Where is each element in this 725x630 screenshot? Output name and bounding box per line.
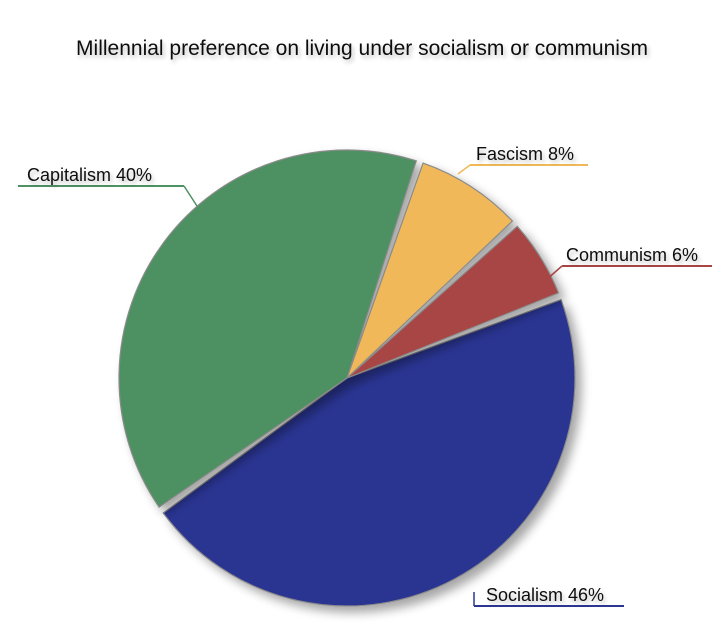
leader-line-capitalism xyxy=(183,185,198,207)
label-group-fascism: Fascism 8% xyxy=(457,144,588,175)
label-group-communism: Communism 6% xyxy=(545,245,712,281)
slice-label-fascism: Fascism 8% xyxy=(476,144,574,164)
pie-slice-communism xyxy=(346,225,560,379)
slice-label-capitalism: Capitalism 40% xyxy=(27,165,152,185)
label-group-capitalism: Capitalism 40% xyxy=(18,165,198,207)
slice-label-socialism: Socialism 46% xyxy=(486,585,604,605)
chart-title: Millennial preference on living under so… xyxy=(76,37,648,60)
leader-line-communism xyxy=(545,265,563,281)
pie-slices xyxy=(118,149,576,607)
slice-label-communism: Communism 6% xyxy=(566,245,698,265)
pie-slice-fascism xyxy=(346,162,514,379)
pie-slice-socialism xyxy=(162,298,576,607)
leader-line-fascism xyxy=(457,164,471,175)
pie-slice-capitalism xyxy=(118,149,418,508)
pie-labels: Socialism 46% Capitalism 40% Fascism 8% Com… xyxy=(18,144,712,607)
label-group-socialism: Socialism 46% xyxy=(473,585,624,607)
